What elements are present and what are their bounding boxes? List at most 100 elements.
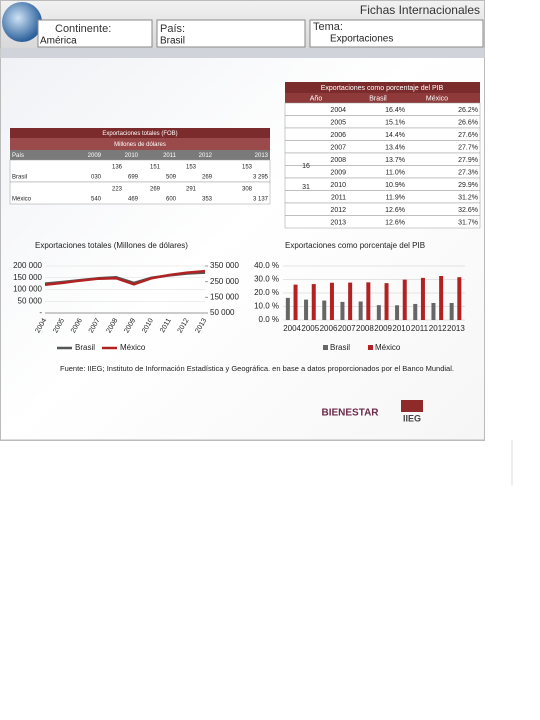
legend-swatch [323, 345, 328, 350]
table-cell: 291 [186, 187, 197, 193]
table-row [284, 165, 481, 179]
table-cell: 29.9% [458, 182, 478, 189]
table-title: Exportaciones totales (FOB) [102, 131, 177, 137]
bar [285, 297, 290, 320]
x-tick-label: 2006 [320, 324, 338, 333]
table-cell: 2008 [330, 157, 346, 164]
table-row [284, 115, 481, 129]
table-cell: 12.6% [385, 207, 405, 214]
field-value: Exportaciones [330, 34, 393, 45]
field-label: Continente: [55, 23, 111, 35]
table-subtitle: Millones de dólares [114, 142, 166, 148]
table-cell: 16.4% [385, 107, 405, 114]
table-cell: 10.9% [385, 182, 405, 189]
row-label: Brasil [12, 175, 27, 181]
table-cell: 223 [112, 187, 123, 193]
column-header: 2010 [125, 153, 139, 159]
x-tick-label: 2012 [429, 324, 447, 333]
legend-label: México [120, 343, 146, 352]
x-tick-label: 2005 [301, 324, 319, 333]
table-cell: 153 [242, 165, 253, 171]
bar [322, 300, 327, 320]
table-row [284, 127, 481, 141]
y-tick-label: 100 000 [13, 285, 42, 294]
table-row [284, 177, 481, 191]
bar [431, 302, 436, 320]
table-row [284, 202, 481, 216]
y2-tick-label: 150 000 [210, 292, 239, 301]
bar [340, 301, 345, 320]
table-cell: 27.6% [458, 132, 478, 139]
legend-label: México [375, 343, 401, 352]
table-row [9, 159, 271, 183]
row-label: México [12, 197, 32, 203]
legend-swatch [368, 345, 373, 350]
field-box [156, 19, 306, 48]
table-cell: 2013 [330, 219, 346, 226]
separator-band [0, 48, 485, 58]
column-header: 2012 [199, 153, 213, 159]
table-title-bar [10, 128, 270, 138]
y-tick-label: 150 000 [13, 273, 42, 282]
table-cell: 269 [202, 175, 213, 181]
table-cell: 2004 [330, 107, 346, 114]
bar [420, 277, 425, 320]
column-header: 2009 [88, 153, 102, 159]
table-cell: 3 295 [253, 175, 269, 181]
logo: IIEG [403, 413, 421, 423]
table-cell: 151 [150, 165, 161, 171]
table-cell: 27.9% [458, 157, 478, 164]
table-cell: 26.2% [458, 107, 478, 114]
bar [395, 305, 400, 320]
table-cell: 15.1% [385, 119, 405, 126]
bar [293, 284, 298, 320]
globe-icon [2, 2, 42, 42]
table-cell: 2006 [330, 132, 346, 139]
table-title-bar [285, 82, 480, 93]
column-header: País [12, 153, 24, 159]
column-header: 2013 [255, 153, 269, 159]
column-header: México [426, 95, 448, 102]
legend-label: Brasil [330, 343, 350, 352]
table-cell: 11.0% [386, 169, 405, 176]
bar [311, 284, 316, 320]
bar [402, 279, 407, 320]
table-cell: 353 [202, 197, 213, 203]
side-note: 31 [302, 184, 310, 191]
table-row [9, 181, 271, 205]
field-value: América [40, 36, 77, 47]
table-row [284, 215, 481, 229]
bar [413, 303, 418, 320]
y2-tick-label: 250 000 [210, 277, 239, 286]
table-cell: 699 [128, 175, 139, 181]
header-title: Fichas Internacionales [360, 3, 480, 17]
table-cell: 153 [186, 165, 197, 171]
table-cell: 13.4% [385, 144, 405, 151]
column-header: 2011 [163, 153, 177, 159]
field-box [309, 19, 484, 48]
table-cell: 32.6% [458, 207, 478, 214]
table-cell: 2009 [330, 169, 346, 176]
table-cell: 509 [166, 175, 177, 181]
field-label: País: [160, 23, 185, 35]
line-series [44, 269, 206, 287]
field-value: Brasil [160, 36, 185, 47]
bar [348, 282, 353, 320]
logo: BIENESTAR [321, 408, 379, 419]
table-row [284, 102, 481, 116]
field-label: Tema: [313, 21, 343, 33]
table-cell: 2012 [330, 207, 346, 214]
x-tick-label: 2007 [338, 324, 356, 333]
table-row [284, 152, 481, 166]
bar [457, 277, 462, 320]
source-note: Fuente: IIEG; Instituto de Información E… [60, 364, 454, 373]
chart-title: Exportaciones totales (Millones de dólar… [35, 241, 188, 250]
table-cell: 2010 [330, 182, 346, 189]
x-tick-label: 2011 [411, 324, 429, 333]
table-cell: 2007 [330, 144, 346, 151]
table-cell: 600 [166, 197, 177, 203]
y-tick-label: 30.0 % [254, 275, 279, 284]
table-cell: 31.7% [458, 219, 478, 226]
bar [366, 282, 371, 320]
